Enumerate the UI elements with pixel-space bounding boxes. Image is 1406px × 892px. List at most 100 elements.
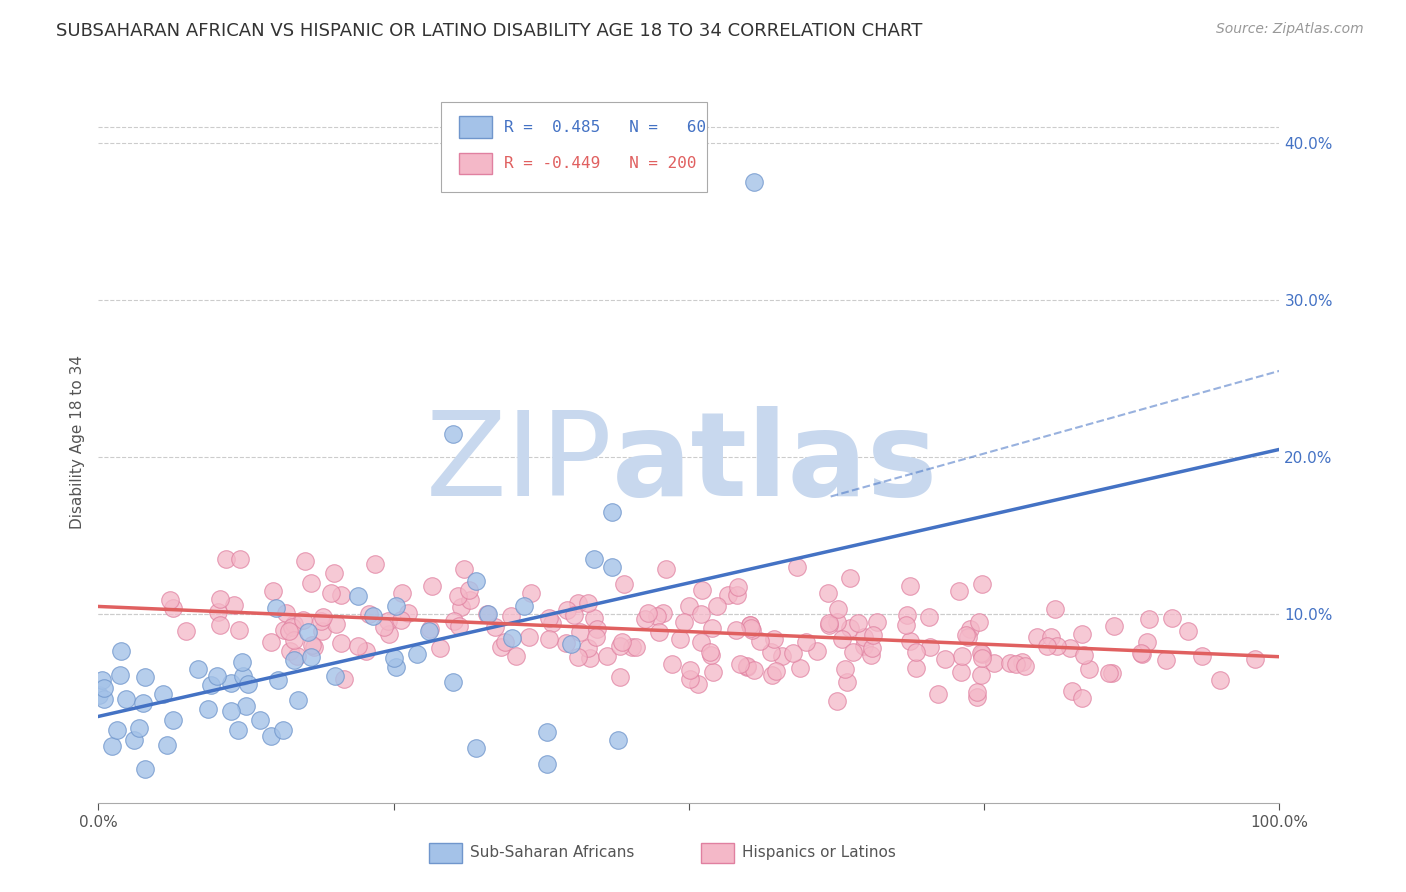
Point bbox=[950, 665, 973, 680]
Point bbox=[93, 692, 115, 706]
Point bbox=[838, 621, 860, 635]
Point bbox=[690, 582, 713, 597]
Point bbox=[1070, 691, 1092, 706]
Point bbox=[786, 559, 808, 574]
Point bbox=[93, 681, 115, 696]
Point bbox=[447, 619, 470, 633]
Point bbox=[794, 635, 817, 649]
FancyBboxPatch shape bbox=[429, 843, 463, 863]
Point bbox=[634, 612, 657, 626]
Point bbox=[724, 624, 747, 638]
Point bbox=[1043, 602, 1066, 616]
Point bbox=[1130, 646, 1153, 660]
Point bbox=[453, 562, 475, 576]
Point bbox=[134, 670, 156, 684]
Point bbox=[108, 668, 131, 682]
Point bbox=[749, 634, 772, 648]
Point bbox=[651, 606, 673, 620]
Text: Source: ZipAtlas.com: Source: ZipAtlas.com bbox=[1216, 22, 1364, 37]
Point bbox=[927, 688, 949, 702]
Point bbox=[457, 582, 479, 597]
Point bbox=[209, 617, 232, 632]
Point bbox=[1059, 641, 1081, 656]
Point bbox=[122, 732, 145, 747]
Point bbox=[610, 635, 633, 649]
Point bbox=[579, 650, 602, 665]
Point bbox=[484, 620, 506, 634]
Point bbox=[330, 636, 353, 650]
Point bbox=[538, 611, 561, 625]
Point bbox=[648, 625, 671, 640]
Point bbox=[541, 615, 564, 630]
Point bbox=[950, 648, 973, 663]
Point bbox=[600, 560, 623, 574]
Point bbox=[359, 607, 381, 622]
Text: ZIP: ZIP bbox=[426, 406, 612, 521]
Point bbox=[536, 725, 558, 739]
Point bbox=[846, 616, 869, 631]
Point bbox=[197, 702, 219, 716]
Point bbox=[347, 639, 370, 653]
Point bbox=[280, 644, 302, 658]
Point bbox=[1154, 653, 1177, 667]
Point bbox=[1104, 619, 1126, 633]
Point bbox=[128, 722, 150, 736]
Point bbox=[637, 606, 659, 620]
Point bbox=[609, 639, 631, 653]
Point bbox=[294, 554, 316, 568]
Point bbox=[1160, 611, 1182, 625]
Point bbox=[896, 618, 918, 632]
Point bbox=[866, 615, 889, 629]
Point bbox=[1130, 648, 1153, 662]
Point bbox=[299, 650, 322, 665]
Point bbox=[443, 614, 465, 628]
Point bbox=[740, 618, 762, 632]
Point bbox=[626, 640, 648, 654]
Point bbox=[1137, 612, 1160, 626]
Point bbox=[322, 566, 344, 581]
Point bbox=[377, 614, 399, 628]
Point bbox=[200, 678, 222, 692]
Point bbox=[311, 609, 333, 624]
Point bbox=[373, 620, 395, 634]
Point bbox=[669, 632, 692, 646]
Point bbox=[260, 634, 283, 648]
Text: Hispanics or Latinos: Hispanics or Latinos bbox=[742, 845, 896, 860]
Point bbox=[567, 596, 589, 610]
Point bbox=[948, 584, 970, 599]
Point bbox=[205, 669, 228, 683]
Point bbox=[620, 640, 643, 654]
Point bbox=[789, 661, 811, 675]
Point bbox=[419, 622, 441, 636]
Point bbox=[271, 723, 294, 737]
Point bbox=[717, 588, 740, 602]
Point bbox=[699, 648, 721, 662]
Point bbox=[576, 596, 599, 610]
Point bbox=[689, 607, 711, 621]
Point bbox=[679, 663, 702, 677]
Point bbox=[702, 665, 724, 679]
Point bbox=[969, 615, 991, 629]
Point bbox=[842, 645, 865, 659]
Point bbox=[441, 674, 464, 689]
Text: R =  0.485   N =   60: R = 0.485 N = 60 bbox=[503, 120, 706, 135]
FancyBboxPatch shape bbox=[458, 117, 492, 138]
Point bbox=[134, 762, 156, 776]
Point bbox=[1005, 657, 1028, 672]
Point bbox=[441, 426, 464, 441]
Point bbox=[1101, 665, 1123, 680]
Point bbox=[110, 644, 132, 658]
Point bbox=[1025, 631, 1047, 645]
Point bbox=[283, 652, 305, 666]
Point bbox=[727, 580, 749, 594]
Point bbox=[725, 588, 748, 602]
Point bbox=[325, 616, 347, 631]
Point bbox=[607, 733, 630, 747]
Point bbox=[385, 599, 408, 614]
Point bbox=[162, 713, 184, 727]
Point bbox=[835, 674, 858, 689]
Point bbox=[1073, 648, 1095, 662]
Point bbox=[765, 664, 787, 678]
Point bbox=[299, 575, 322, 590]
Point bbox=[918, 640, 941, 654]
